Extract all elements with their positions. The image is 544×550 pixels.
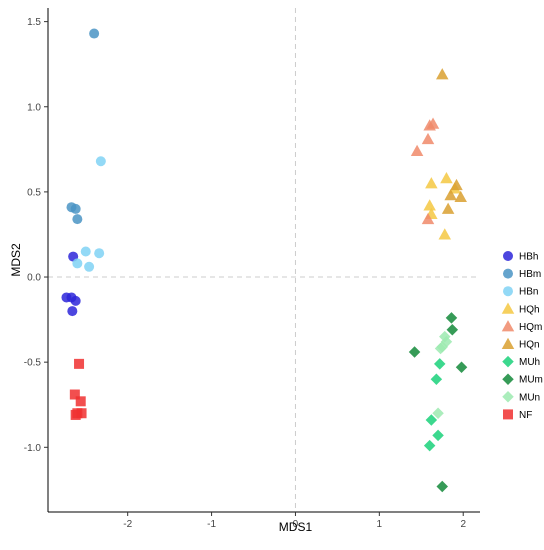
point-hqn (444, 189, 457, 201)
point-hbn (94, 248, 105, 259)
point-hbm (72, 214, 83, 225)
x-tick-label: 0 (293, 519, 299, 530)
point-hqh (425, 177, 438, 189)
point-mum (445, 312, 458, 324)
point-hbn (84, 261, 95, 272)
y-tick-label: 0.5 (27, 187, 41, 198)
legend-marker-mum (502, 373, 514, 385)
point-mum (446, 324, 459, 336)
legend-marker-hbh (503, 251, 513, 261)
legend-marker-hqm (501, 320, 515, 332)
legend-label-hqn: HQn (519, 340, 540, 351)
legend-marker-hqn (501, 337, 515, 349)
point-hqm (410, 144, 424, 157)
legend: HBh HBm HBn HQh HQm HQn MUh MUm MUn NF (501, 251, 543, 421)
point-hbn (95, 156, 106, 167)
x-axis-title: MDS1 (279, 520, 313, 534)
legend-label-hqh: HQh (519, 304, 540, 315)
y-tick-label: 1.0 (27, 102, 41, 113)
x-tick-label: 1 (377, 519, 383, 530)
point-nf (74, 358, 85, 369)
legend-label-hqm: HQm (519, 322, 542, 333)
point-hbm (89, 28, 100, 39)
point-hqh (438, 228, 452, 240)
legend-marker-nf (503, 409, 513, 420)
point-hbm (70, 203, 81, 214)
point-nf (75, 396, 86, 407)
legend-marker-muh (502, 355, 514, 368)
point-hqh (423, 199, 436, 211)
y-tick-label: -1.0 (24, 443, 42, 454)
point-hbn (72, 258, 83, 269)
point-muh (425, 414, 438, 426)
legend-label-hbm: HBm (519, 269, 541, 280)
reference-lines (48, 8, 480, 512)
point-mun (434, 342, 447, 355)
point-hqn (436, 68, 449, 80)
legend-label-muh: MUh (519, 357, 540, 368)
point-muh (430, 373, 443, 385)
point-mum (408, 346, 421, 358)
point-hqm (421, 132, 435, 145)
point-nf (76, 408, 87, 419)
point-muh (433, 358, 446, 370)
point-mum (436, 480, 449, 493)
legend-label-hbh: HBh (519, 252, 538, 263)
point-hqm (426, 117, 440, 129)
y-tick-label: 1.5 (27, 17, 41, 28)
legend-label-mun: MUn (519, 392, 540, 403)
data-points (61, 28, 468, 493)
point-muh (423, 439, 436, 452)
point-hbh (67, 306, 78, 317)
legend-label-nf: NF (519, 410, 532, 421)
legend-marker-hbm (503, 268, 513, 279)
point-hbh (70, 295, 81, 306)
point-hqn (454, 190, 467, 202)
point-hbn (80, 246, 91, 257)
x-tick-label: 2 (460, 519, 466, 530)
point-muh (432, 429, 444, 442)
point-nf (69, 389, 80, 400)
point-hqn (450, 178, 463, 191)
point-hqm (421, 212, 435, 225)
x-tick-label: -1 (207, 519, 216, 530)
point-mum (455, 361, 468, 374)
point-hqn (441, 202, 455, 214)
legend-label-mum: MUm (519, 375, 543, 386)
point-mun (432, 407, 444, 419)
point-nf (70, 409, 81, 420)
legend-marker-hqh (501, 302, 515, 314)
legend-marker-mun (502, 391, 514, 403)
axes: -2 -1 0 1 2 -1.0 -0.5 0.0 0.5 1.0 1.5 (24, 8, 480, 530)
y-tick-label: 0.0 (27, 273, 41, 284)
y-axis-title: MDS2 (9, 243, 23, 277)
legend-label-hbn: HBn (519, 287, 538, 298)
point-hqh (440, 172, 453, 184)
legend-marker-hbn (503, 286, 513, 297)
y-tick-label: -0.5 (24, 358, 42, 369)
x-tick-label: -2 (123, 519, 132, 530)
